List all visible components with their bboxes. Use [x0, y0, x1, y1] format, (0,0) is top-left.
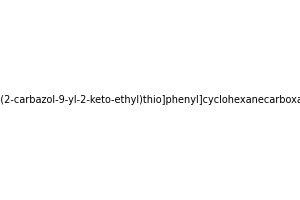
- Text: N-[4-[(2-carbazol-9-yl-2-keto-ethyl)thio]phenyl]cyclohexanecarboxamide: N-[4-[(2-carbazol-9-yl-2-keto-ethyl)thio…: [0, 95, 300, 105]
